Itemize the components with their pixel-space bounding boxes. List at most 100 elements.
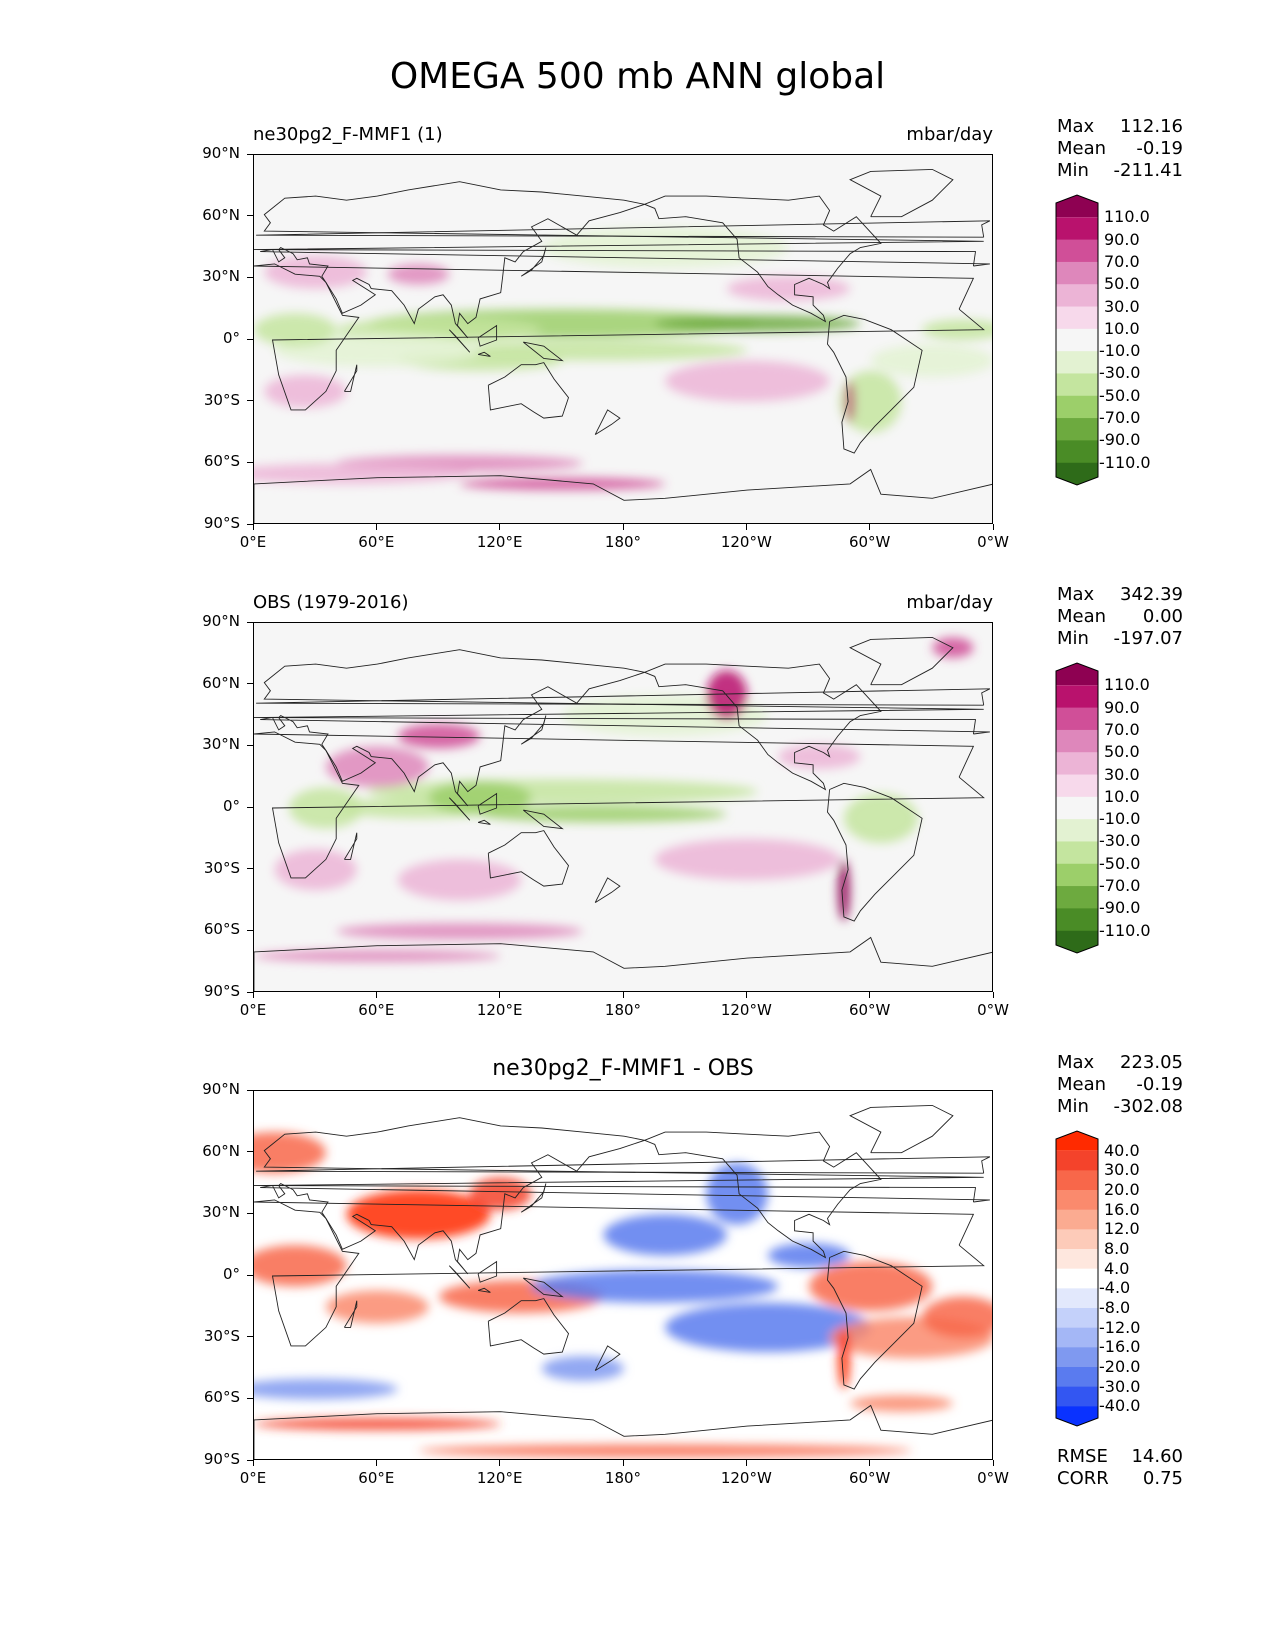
colorbar-segment — [1056, 440, 1098, 464]
stat-name: Min — [1057, 160, 1089, 181]
lon-tick-label: 60°W — [848, 1469, 891, 1487]
colorbar-segment — [1056, 373, 1098, 397]
stat-value: 14.60 — [1131, 1446, 1183, 1467]
lat-tick — [247, 461, 253, 463]
lat-tick — [247, 1459, 253, 1461]
colorbar-segment — [1056, 1190, 1098, 1211]
colorbar-label: -10.0 — [1099, 809, 1141, 829]
lon-tick-label: 0°E — [239, 1469, 267, 1487]
field-anomaly — [254, 1245, 347, 1287]
coastline — [254, 1117, 990, 1275]
stats-box: Max 112.16 Mean -0.19 Min -211.41 — [1057, 116, 1183, 182]
stat-name: Min — [1057, 628, 1089, 649]
lat-tick-label: 90°N — [202, 612, 240, 630]
field-anomaly — [254, 1417, 501, 1431]
field-anomaly — [254, 1378, 398, 1400]
colorbar-segment — [1056, 1131, 1098, 1151]
colorbar-label: -50.0 — [1099, 853, 1141, 873]
lat-tick-label: 30°N — [202, 735, 240, 754]
lon-tick — [869, 524, 871, 530]
lon-tick — [622, 992, 624, 998]
lat-tick — [247, 1397, 253, 1399]
coastline — [477, 1260, 498, 1283]
lat-tick-label: 30°S — [203, 1326, 240, 1345]
lat-tick — [247, 153, 253, 155]
lon-tick-label: 180° — [604, 533, 642, 551]
colorbar-label: 30.0 — [1104, 296, 1140, 316]
stat-value: 0.75 — [1142, 1468, 1183, 1489]
field-anomaly — [767, 1243, 851, 1268]
colorbar — [1055, 662, 1099, 958]
panel-left-title: OBS (1979-2016) — [253, 592, 409, 613]
field-anomaly — [837, 1327, 851, 1390]
stats-box: Max 223.05 Mean -0.19 Min -302.08 — [1057, 1052, 1183, 1118]
colorbar-label: 10.0 — [1104, 318, 1140, 338]
panel-left-title: ne30pg2_F-MMF1 (1) — [253, 124, 443, 145]
colorbar-label: 30.0 — [1104, 1160, 1140, 1180]
colorbar-segment — [1056, 261, 1098, 285]
lon-tick-label: 60°E — [358, 1469, 395, 1487]
colorbar-outline — [1055, 662, 1099, 954]
coastline — [644, 663, 882, 791]
coastline — [594, 1345, 621, 1371]
field-anomaly — [274, 849, 357, 891]
lat-tick — [247, 868, 253, 870]
lon-tick — [375, 992, 377, 998]
stat-row: Min -197.07 — [1057, 628, 1183, 650]
field-anomaly — [418, 1444, 912, 1457]
colorbar-segment — [1056, 1229, 1098, 1250]
colorbar-segment — [1056, 1308, 1098, 1329]
colorbar-segment — [1056, 752, 1098, 776]
lon-tick — [375, 524, 377, 530]
colorbar-label: -30.0 — [1099, 363, 1141, 383]
lat-tick — [247, 1274, 253, 1276]
lon-tick-label: 120°W — [720, 533, 772, 551]
colorbar-label: -12.0 — [1099, 1317, 1141, 1337]
colorbar-label: 4.0 — [1104, 1258, 1130, 1278]
colorbar-segment — [1056, 663, 1098, 686]
lon-tick — [499, 992, 501, 998]
colorbar-label: -90.0 — [1099, 898, 1141, 918]
lon-tick-label: 0°W — [977, 1001, 1009, 1019]
stat-value: -197.07 — [1113, 628, 1183, 649]
field-anomaly — [459, 477, 666, 491]
colorbar-segment — [1056, 1406, 1098, 1426]
colorbar-segment — [1056, 1347, 1098, 1368]
colorbar-svg — [1055, 662, 1099, 954]
stat-row: CORR 0.75 — [1057, 1468, 1183, 1490]
coastline — [827, 1250, 923, 1390]
coastline — [827, 782, 923, 922]
stat-row: Max 223.05 — [1057, 1052, 1183, 1074]
field-layer — [254, 1132, 992, 1457]
stat-row: Mean 0.00 — [1057, 606, 1183, 628]
coastline — [644, 195, 882, 323]
coastline — [477, 324, 498, 347]
field-anomaly — [665, 1302, 871, 1353]
lon-tick-label: 0°E — [239, 533, 267, 551]
field-anomaly — [264, 374, 347, 408]
coastline — [344, 364, 358, 392]
colorbar-segment — [1056, 1249, 1098, 1270]
lon-tick-label: 120°E — [476, 1469, 523, 1487]
lat-tick-label: 0° — [222, 797, 240, 815]
lat-tick — [247, 215, 253, 217]
lat-tick — [247, 621, 253, 623]
lon-tick-label: 60°E — [358, 1001, 395, 1019]
coastline — [256, 688, 991, 706]
map-plot-area — [253, 154, 993, 524]
lon-tick-label: 0°W — [977, 533, 1009, 551]
coastline — [523, 809, 564, 830]
colorbar-segment — [1056, 328, 1098, 352]
colorbar-segment — [1056, 774, 1098, 798]
field-anomaly — [254, 463, 470, 484]
field-anomaly — [843, 793, 918, 843]
lon-tick — [622, 1460, 624, 1466]
stat-value: 0.00 — [1142, 606, 1183, 627]
coastline — [477, 351, 491, 357]
lat-tick-label: 60°N — [202, 673, 240, 692]
colorbar-segment — [1056, 1170, 1098, 1191]
lon-tick — [745, 992, 747, 998]
colorbar-label: 110.0 — [1104, 675, 1150, 695]
lon-tick-label: 120°E — [476, 533, 523, 551]
map-plot-area — [253, 622, 993, 992]
